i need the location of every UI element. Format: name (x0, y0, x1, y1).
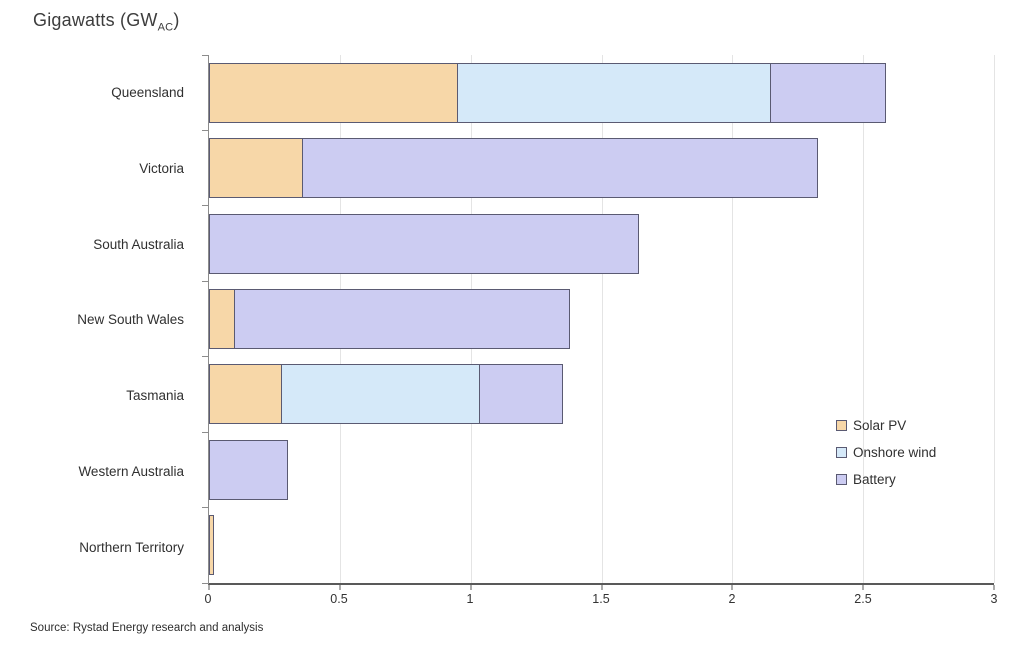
category-label-western-australia: Western Australia (78, 463, 184, 479)
chart-title-suffix: ) (173, 10, 180, 30)
bar-segment-northern-territory-solar-pv (209, 515, 215, 576)
x-axis-tick-1 (470, 585, 472, 590)
category-label-northern-territory: Northern Territory (79, 539, 184, 555)
bar-segment-new-south-wales-solar-pv (209, 288, 236, 349)
bar-stack-south-australia (209, 213, 639, 274)
x-axis-labels: 0 0.5 1 1.5 2 2.5 3 (204, 592, 998, 610)
bar-row-south-australia (209, 206, 994, 281)
bar-segment-tasmania-battery (479, 364, 564, 425)
bar-segment-queensland-solar-pv (209, 62, 458, 123)
bar-row-northern-territory (209, 508, 994, 583)
bar-segment-new-south-wales-battery (234, 288, 570, 349)
category-label-victoria: Victoria (139, 161, 184, 177)
y-axis-tick (202, 431, 209, 433)
bar-segment-south-australia-battery (209, 213, 639, 274)
y-axis-category-labels: Queensland Victoria South Australia New Sou… (0, 55, 196, 585)
category-label-south-australia: South Australia (93, 236, 184, 252)
chart-title-text: Gigawatts (GW (33, 10, 158, 30)
y-axis-tick (202, 280, 209, 282)
x-axis-tick-1.5 (601, 585, 602, 590)
x-axis-tick-3 (993, 585, 995, 590)
x-axis-tick-2.5 (862, 585, 864, 590)
bar-stack-western-australia (209, 439, 288, 500)
legend-item-solar-pv: Solar PV (836, 412, 936, 439)
y-axis-ticks (202, 54, 994, 584)
x-axis-tick-0 (208, 585, 210, 590)
legend-label-solar-pv: Solar PV (853, 418, 907, 433)
legend: Solar PV Onshore wind Battery (836, 412, 936, 493)
gridline-3 (994, 55, 995, 583)
source-note: Source: Rystad Energy research and analy… (30, 622, 264, 634)
bar-segment-tasmania-onshore-wind (281, 364, 481, 425)
category-label-queensland: Queensland (111, 85, 184, 101)
bar-row-new-south-wales (209, 281, 994, 356)
x-tick-label-3: 3 (990, 592, 998, 606)
x-tick-label-1.5: 1.5 (592, 592, 610, 606)
bar-segment-victoria-battery (302, 138, 819, 199)
bar-stack-tasmania (209, 364, 564, 425)
plot-area (202, 54, 995, 590)
chart-title: Gigawatts (GWAC) (33, 10, 180, 34)
bar-segment-western-australia-battery (209, 439, 288, 500)
category-label-new-south-wales: New South Wales (77, 312, 184, 328)
bar-stack-northern-territory (209, 515, 215, 576)
x-axis-tick-0.5 (339, 585, 341, 590)
y-axis-tick (202, 54, 209, 56)
category-label-tasmania: Tasmania (126, 388, 184, 404)
legend-item-battery: Battery (836, 466, 936, 493)
y-axis-tick (202, 507, 209, 509)
x-axis-tick-2 (731, 585, 733, 590)
bar-row-queensland (209, 55, 994, 130)
bar-row-western-australia (209, 432, 994, 507)
bar-row-victoria (209, 130, 994, 205)
x-tick-label-0.5: 0.5 (330, 592, 348, 606)
bar-segment-queensland-onshore-wind (456, 62, 772, 123)
legend-item-onshore-wind: Onshore wind (836, 439, 936, 466)
bar-stack-queensland (209, 62, 886, 123)
gridline-2.5 (863, 55, 865, 583)
x-tick-label-0: 0 (204, 592, 212, 606)
gridline-2 (732, 55, 734, 583)
y-axis-tick (202, 205, 209, 207)
onshore-wind-swatch-icon (836, 447, 847, 458)
battery-swatch-icon (836, 474, 847, 485)
legend-label-onshore-wind: Onshore wind (853, 445, 937, 460)
x-tick-label-2: 2 (728, 592, 736, 606)
gridline-1.5 (601, 55, 603, 583)
x-tick-label-1: 1 (466, 592, 474, 606)
legend-label-battery: Battery (853, 472, 896, 487)
y-axis-tick (202, 356, 209, 358)
bar-stack-victoria (209, 138, 819, 199)
bar-segment-tasmania-solar-pv (209, 364, 283, 425)
solar-pv-swatch-icon (836, 420, 847, 431)
x-tick-label-2.5: 2.5 (854, 592, 872, 606)
bar-segment-queensland-battery (770, 62, 886, 123)
bar-stack-new-south-wales (209, 288, 570, 349)
y-axis-tick (202, 582, 209, 584)
bar-segment-victoria-solar-pv (209, 138, 304, 199)
chart-title-subscript: AC (157, 21, 174, 34)
y-axis-tick (202, 129, 209, 131)
bar-row-tasmania (209, 357, 994, 432)
